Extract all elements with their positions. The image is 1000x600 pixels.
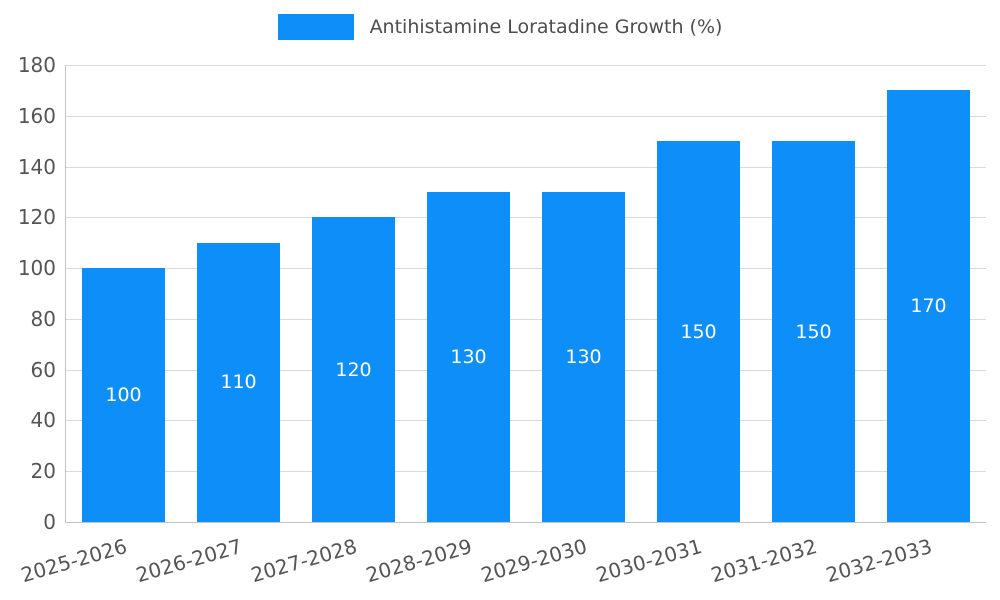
y-tick-label: 20 bbox=[30, 459, 56, 484]
bar-value-label: 110 bbox=[220, 371, 257, 394]
bar-value-label: 170 bbox=[910, 295, 947, 318]
gridline bbox=[66, 471, 986, 473]
gridline bbox=[66, 217, 986, 219]
x-tick-label: 2025-2026 bbox=[17, 534, 130, 588]
bar-2027-2028: 120 bbox=[311, 217, 396, 522]
bar-2029-2030: 130 bbox=[541, 191, 626, 522]
bar-2028-2029: 130 bbox=[426, 191, 511, 522]
x-tick-label: 2029-2030 bbox=[477, 534, 590, 588]
bar-value-label: 120 bbox=[335, 358, 372, 381]
y-tick-label: 40 bbox=[30, 408, 56, 433]
bar-2030-2031: 150 bbox=[656, 141, 741, 522]
gridline bbox=[66, 318, 986, 320]
y-tick-label: 0 bbox=[43, 510, 56, 534]
bar-2032-2033: 170 bbox=[886, 90, 971, 522]
bar-2025-2026: 100 bbox=[81, 268, 166, 522]
x-tick-label: 2030-2031 bbox=[592, 534, 705, 588]
bar-2031-2032: 150 bbox=[771, 141, 856, 522]
gridline bbox=[66, 166, 986, 168]
gridline bbox=[66, 65, 986, 66]
y-tick-label: 140 bbox=[17, 154, 56, 179]
legend-swatch bbox=[277, 14, 354, 40]
x-tick-label: 2028-2029 bbox=[362, 534, 475, 588]
x-tick-label: 2031-2032 bbox=[707, 534, 820, 588]
bar-value-label: 130 bbox=[565, 345, 602, 368]
legend-label: Antihistamine Loratadine Growth (%) bbox=[369, 16, 723, 38]
gridline bbox=[66, 369, 986, 371]
bar-2026-2027: 110 bbox=[196, 242, 281, 522]
gridline bbox=[66, 115, 986, 117]
x-tick-label: 2032-2033 bbox=[822, 534, 935, 588]
y-tick-label: 120 bbox=[17, 205, 56, 230]
gridline bbox=[66, 420, 986, 422]
bar-value-label: 130 bbox=[450, 345, 487, 368]
gridline bbox=[66, 268, 986, 270]
legend[interactable]: Antihistamine Loratadine Growth (%) bbox=[0, 14, 1000, 40]
y-tick-label: 80 bbox=[30, 306, 56, 331]
plot-area: 0 20 40 60 80 100 120 140 160 180 100 110 120 130 130 1… bbox=[18, 53, 986, 534]
bar-value-label: 150 bbox=[680, 320, 717, 343]
x-tick-label: 2027-2028 bbox=[247, 534, 360, 588]
x-tick-label: 2026-2027 bbox=[132, 534, 245, 588]
y-tick-label: 60 bbox=[30, 357, 56, 382]
bar-value-label: 150 bbox=[795, 320, 832, 343]
bar-value-label: 100 bbox=[105, 384, 142, 407]
y-tick-label: 180 bbox=[17, 53, 56, 77]
y-tick-label: 160 bbox=[17, 103, 56, 128]
y-tick-label: 100 bbox=[17, 256, 56, 281]
x-axis: 2025-2026 2026-2027 2027-2028 2028-2029 2029… bbox=[18, 524, 985, 594]
